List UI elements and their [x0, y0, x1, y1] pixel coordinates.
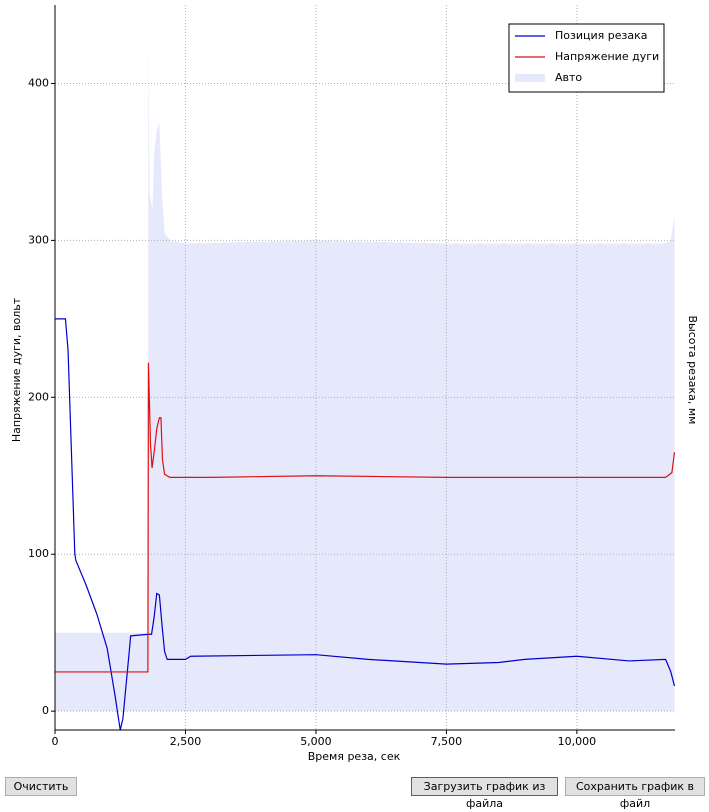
line: [55, 318, 675, 730]
line: [55, 362, 675, 673]
lines: [55, 318, 675, 730]
save-button[interactable]: Сохранить график в файл: [565, 777, 705, 810]
plot: [55, 36, 675, 712]
clear-button[interactable]: Очистить: [5, 777, 77, 796]
y-tick-label: 0: [42, 704, 49, 717]
y-tick-label: 300: [28, 233, 49, 246]
chart: Время реза, сек Напряжение дуги, вольт В…: [10, 5, 699, 763]
legend-swatch: [515, 74, 545, 82]
y-tick-label: 400: [28, 76, 49, 89]
legend-label: Позиция резака: [555, 29, 647, 42]
area: [55, 36, 675, 712]
x-tick-label: 2,500: [170, 735, 202, 748]
x-tick-label: 0: [52, 735, 59, 748]
x-tick-label: 5,000: [300, 735, 332, 748]
x-axis-label: Время реза, сек: [308, 750, 401, 763]
y-tick-label: 100: [28, 547, 49, 560]
y-tick-label: 200: [28, 390, 49, 403]
y2-axis-label: Высота резака, мм: [686, 316, 699, 425]
load-button[interactable]: Загрузить график из файла: [411, 777, 558, 810]
x-tick-label: 10,000: [558, 735, 597, 748]
legend-label: Напряжение дуги: [555, 50, 659, 63]
x-tick-label: 7,500: [431, 735, 463, 748]
y-axis-label: Напряжение дуги, вольт: [10, 297, 23, 442]
legend-label: Авто: [555, 71, 582, 84]
